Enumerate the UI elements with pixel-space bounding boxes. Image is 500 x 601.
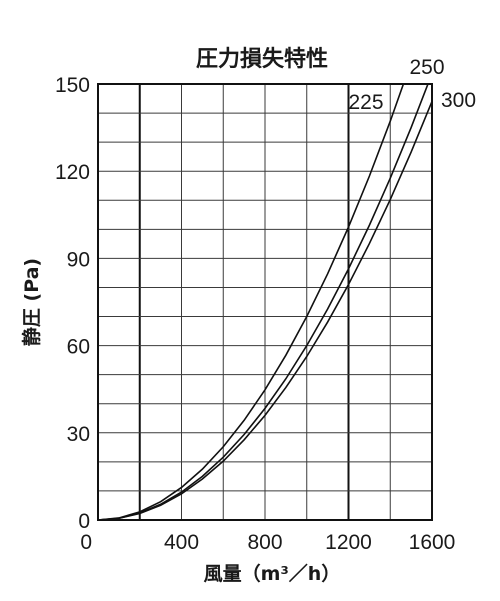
x-tick-label: 1200 — [325, 531, 372, 554]
y-tick-label: 30 — [67, 423, 90, 446]
y-tick-label: 0 — [78, 510, 90, 533]
y-axis-label: 静圧 (Pa) — [20, 258, 43, 346]
y-tick-label: 120 — [55, 161, 90, 184]
y-tick-label: 150 — [55, 74, 90, 97]
x-tick-label: 400 — [164, 531, 199, 554]
x-axis-label: 風量（m³／h） — [204, 562, 341, 585]
series-line-300 — [98, 101, 432, 520]
series-label-300: 300 — [441, 89, 476, 112]
series-label-250: 250 — [409, 56, 444, 79]
plot-frame — [97, 83, 433, 521]
y-tick-label: 60 — [67, 336, 90, 359]
series-line-225 — [98, 84, 405, 520]
series-label-225: 225 — [348, 91, 383, 114]
x-tick-labels: 0 400 800 1200 1600 — [80, 531, 455, 554]
series-curves — [98, 84, 432, 520]
x-tick-label: 800 — [247, 531, 282, 554]
grid — [98, 84, 432, 520]
y-tick-labels: 0 30 60 90 120 150 — [55, 74, 90, 533]
chart-title: 圧力損失特性 — [196, 46, 328, 72]
x-tick-label: 0 — [80, 531, 92, 554]
series-labels: 225 250 300 — [348, 56, 476, 114]
x-tick-label: 1600 — [409, 531, 456, 554]
y-tick-label: 90 — [67, 248, 90, 271]
